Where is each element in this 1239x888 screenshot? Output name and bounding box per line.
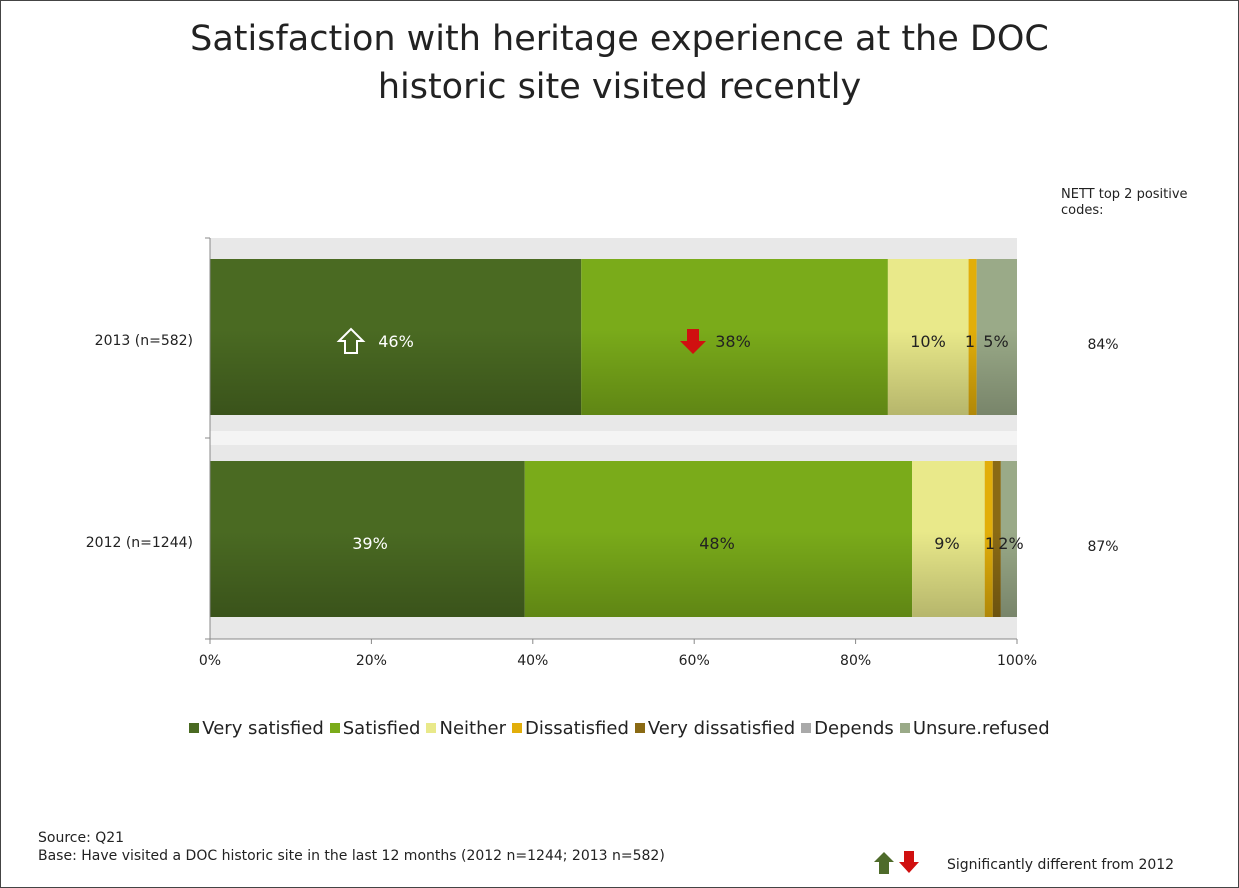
bar-label-0-3: 1 xyxy=(965,332,975,351)
significance-note: Significantly different from 2012 xyxy=(871,848,1231,878)
down-arrow-icon xyxy=(899,851,919,873)
legend-item-depends: Depends xyxy=(801,718,894,739)
chart: 46% 38% 10% 1 5%39% 48% 9% 1 2% 2013 (n=582) 84%2… xyxy=(86,237,1119,669)
legend-swatch xyxy=(899,723,910,733)
legend-swatch xyxy=(634,723,645,733)
x-tick-label-3: 60% xyxy=(679,653,710,669)
nett-value-0: 84% xyxy=(1087,337,1118,353)
legend: Very satisfied Satisfied Neither Dissatisfi… xyxy=(1,718,1238,739)
bar-shade-1-4 xyxy=(992,531,1001,617)
significance-arrows xyxy=(336,327,706,354)
bar-shade-1-3 xyxy=(984,531,993,617)
category-label-1: 2012 (n=1244) xyxy=(86,535,193,551)
legend-label: Depends xyxy=(814,718,894,739)
bar-shade-0-0 xyxy=(210,329,582,415)
bar-label-1-3: 1 xyxy=(985,534,995,553)
bar-label-1-6: 2% xyxy=(998,534,1023,553)
bar-shade-0-2 xyxy=(887,329,969,415)
bar-shade-1-6 xyxy=(1000,531,1017,617)
legend-item-dissatisfied: Dissatisfied xyxy=(511,718,629,739)
category-label-0: 2013 (n=582) xyxy=(95,333,193,349)
nett-value-1: 87% xyxy=(1087,539,1118,555)
source-note: Source: Q21 Base: Have visited a DOC his… xyxy=(38,829,665,865)
up-arrow-icon xyxy=(874,852,894,874)
legend-label: Neither xyxy=(439,718,506,739)
x-tick-label-2: 40% xyxy=(517,653,548,669)
nett-header: NETT top 2 positive codes: xyxy=(1061,187,1188,218)
band-separator xyxy=(210,431,1017,445)
bar-label-1-2: 9% xyxy=(934,534,959,553)
bar-label-0-2: 10% xyxy=(910,332,946,351)
bar-shade-1-1 xyxy=(524,531,913,617)
legend-swatch xyxy=(511,723,522,733)
legend-item-satisfied: Satisfied xyxy=(329,718,421,739)
bar-label-0-1: 38% xyxy=(715,332,751,351)
bar-label-0-0: 46% xyxy=(378,332,414,351)
legend-label: Unsure.refused xyxy=(912,718,1050,739)
chart-title: Satisfaction with heritage experience at… xyxy=(1,15,1238,111)
legend-swatch xyxy=(189,723,200,733)
chart-title-line-1: Satisfaction with heritage experience at… xyxy=(190,19,1049,59)
x-tick-label-4: 80% xyxy=(840,653,871,669)
base-text: Base: Have visited a DOC historic site i… xyxy=(38,848,665,864)
legend-item-unsure-refused: Unsure.refused xyxy=(899,718,1050,739)
bar-shade-0-1 xyxy=(581,329,888,415)
bar-label-1-0: 39% xyxy=(352,534,388,553)
bar-label-0-6: 5% xyxy=(983,332,1008,351)
bar-labels: 46% 38% 10% 1 5%39% 48% 9% 1 2% xyxy=(352,332,1023,553)
bar-shade-0-6 xyxy=(976,329,1017,415)
legend-item-very-satisfied: Very satisfied xyxy=(189,718,324,739)
down-arrow-icon xyxy=(680,329,706,354)
legend-label: Very dissatisfied xyxy=(647,718,796,739)
chart-title-line-2: historic site visited recently xyxy=(377,67,862,107)
legend-swatch xyxy=(801,723,812,733)
bar-label-1-1: 48% xyxy=(699,534,735,553)
legend-item-very-dissatisfied: Very dissatisfied xyxy=(634,718,796,739)
axes: 2013 (n=582) 84% 2012 (n=1244) 87% 0% 20% 40% 6… xyxy=(86,237,1119,669)
legend-label: Very satisfied xyxy=(202,718,324,739)
x-tick-label-5: 100% xyxy=(997,653,1037,669)
legend-swatch xyxy=(426,723,437,733)
source-text: Source: Q21 xyxy=(38,830,125,846)
up-arrow-icon xyxy=(336,327,366,354)
x-tick-label-1: 20% xyxy=(356,653,387,669)
bar-shade-1-2 xyxy=(912,531,985,617)
x-tick-label-0: 0% xyxy=(199,653,221,669)
bars xyxy=(210,259,1017,617)
bar-shade-0-3 xyxy=(968,329,977,415)
legend-label: Satisfied xyxy=(342,718,421,739)
bar-shade-1-0 xyxy=(210,531,525,617)
legend-item-neither: Neither xyxy=(426,718,506,739)
legend-swatch xyxy=(329,723,340,733)
legend-label: Dissatisfied xyxy=(524,718,629,739)
significance-arrows-icon xyxy=(874,851,919,874)
significance-note-text: Significantly different from 2012 xyxy=(947,857,1175,873)
